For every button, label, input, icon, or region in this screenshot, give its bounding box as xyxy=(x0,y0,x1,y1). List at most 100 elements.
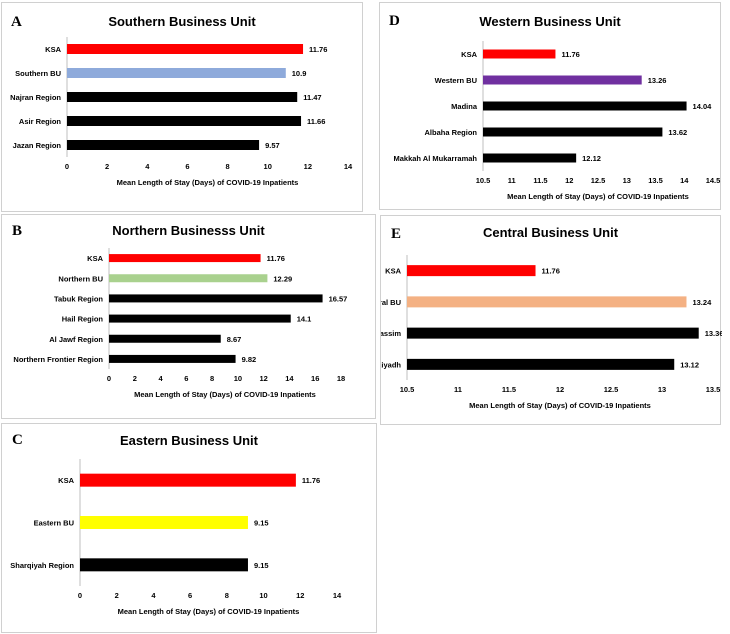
x-tick-label: 2 xyxy=(105,162,109,171)
category-label: Northern Frontier Region xyxy=(13,355,103,364)
panel-letter: B xyxy=(12,223,23,239)
data-label: 16.57 xyxy=(329,294,348,303)
data-label: 13.36 xyxy=(705,329,722,338)
category-label: Eastern BU xyxy=(34,519,74,528)
data-label: 10.9 xyxy=(292,69,307,78)
category-label: Makkah Al Mukarramah xyxy=(393,154,477,163)
category-label: Najran Region xyxy=(10,93,61,102)
x-tick-label: 6 xyxy=(184,374,188,383)
x-tick-label: 8 xyxy=(210,374,214,383)
x-tick-label: 10.5 xyxy=(476,176,491,185)
x-tick-label: 8 xyxy=(225,591,229,600)
chart-panel-eastern: C Eastern Business Unit KSA 11.76 Eastern … xyxy=(1,423,377,633)
bar xyxy=(67,140,260,150)
category-label: Qassim xyxy=(381,329,401,338)
bar xyxy=(80,473,296,487)
x-tick-label: 16 xyxy=(311,374,319,383)
x-tick-label: 4 xyxy=(151,591,156,600)
bar xyxy=(109,294,323,303)
chart-title: Eastern Business Unit xyxy=(120,433,258,448)
x-tick-label: 12.5 xyxy=(591,176,606,185)
chart-panel-central: E Central Business Unit KSA 11.76 Central … xyxy=(380,215,722,425)
bar xyxy=(109,274,268,283)
x-axis-title: Mean Length of Stay (Days) of COVID-19 I… xyxy=(117,178,299,187)
bar xyxy=(109,314,291,323)
bar xyxy=(483,75,642,85)
bar xyxy=(67,44,304,54)
bar xyxy=(109,254,261,263)
x-axis-title: Mean Length of Stay (Days) of COVID-19 I… xyxy=(469,401,651,410)
x-tick-label: 12 xyxy=(259,374,267,383)
x-tick-label: 13 xyxy=(658,385,666,394)
x-tick-label: 14 xyxy=(333,591,342,600)
x-tick-label: 14 xyxy=(285,374,294,383)
category-label: Hail Region xyxy=(62,315,104,324)
data-label: 9.15 xyxy=(254,519,269,528)
panel-letter: E xyxy=(391,226,402,242)
data-label: 11.76 xyxy=(561,50,579,59)
x-tick-label: 18 xyxy=(337,374,345,383)
bar-chart: KSA 11.76 Central BU 13.24 Qassim 13.36 Riyadh… xyxy=(381,255,722,410)
x-tick-label: 14.5 xyxy=(706,176,721,185)
data-label: 14.04 xyxy=(693,102,713,111)
chart-panel-southern: A Southern Business Unit KSA 11.76 Souther… xyxy=(1,2,363,212)
x-tick-label: 12 xyxy=(304,162,312,171)
x-tick-label: 0 xyxy=(78,591,82,600)
category-label: KSA xyxy=(385,267,401,276)
data-label: 12.12 xyxy=(582,154,601,163)
bar xyxy=(80,558,248,572)
data-label: 13.24 xyxy=(692,298,712,307)
x-tick-label: 4 xyxy=(158,374,163,383)
bar xyxy=(483,101,687,111)
x-tick-label: 0 xyxy=(65,162,69,171)
x-tick-label: 11.5 xyxy=(502,385,516,394)
data-label: 9.82 xyxy=(242,355,257,364)
category-label: KSA xyxy=(45,45,61,54)
x-tick-label: 6 xyxy=(188,591,192,600)
data-label: 11.66 xyxy=(307,117,325,126)
bar xyxy=(67,116,302,126)
chart-title: Northern Businesss Unit xyxy=(112,223,265,238)
chart-title: Southern Business Unit xyxy=(108,14,256,29)
x-axis-title: Mean Length of Stay (Days) of COVID-19 I… xyxy=(118,607,300,616)
category-label: KSA xyxy=(87,254,103,263)
data-label: 13.62 xyxy=(668,128,687,137)
category-label: Al Jawf Region xyxy=(49,335,103,344)
data-label: 9.57 xyxy=(265,141,280,150)
panel-letter: A xyxy=(11,14,22,30)
category-label: Riyadh xyxy=(381,360,401,369)
bar-chart: KSA 11.76 Northern BU 12.29 Tabuk Region 16.5… xyxy=(13,248,348,399)
category-label: Central BU xyxy=(381,298,401,307)
x-tick-label: 10.5 xyxy=(400,385,415,394)
panel-letter: D xyxy=(389,13,400,29)
category-label: KSA xyxy=(58,476,74,485)
category-label: Southern BU xyxy=(15,69,61,78)
data-label: 14.1 xyxy=(297,315,312,324)
chart-title: Central Business Unit xyxy=(482,225,619,240)
x-tick-label: 6 xyxy=(185,162,189,171)
data-label: 8.67 xyxy=(227,335,242,344)
x-axis-title: Mean Length of Stay (Days) of COVID-19 I… xyxy=(507,192,689,201)
x-tick-label: 2 xyxy=(133,374,137,383)
x-tick-label: 12 xyxy=(556,385,564,394)
bar xyxy=(80,516,248,529)
bar xyxy=(67,68,286,78)
category-label: Tabuk Region xyxy=(54,294,103,303)
x-tick-label: 12 xyxy=(565,176,573,185)
data-label: 11.76 xyxy=(309,45,327,54)
chart-panel-northern: B Northern Businesss Unit KSA 11.76 Northe… xyxy=(1,214,376,419)
bar xyxy=(483,153,577,163)
x-tick-label: 10 xyxy=(259,591,267,600)
category-label: Sharqiyah Region xyxy=(10,561,74,570)
bar xyxy=(407,265,536,277)
x-tick-label: 13.5 xyxy=(706,385,721,394)
x-tick-label: 10 xyxy=(264,162,272,171)
x-tick-label: 11.5 xyxy=(533,176,547,185)
category-label: Western BU xyxy=(435,76,477,85)
x-tick-label: 12.5 xyxy=(604,385,619,394)
data-label: 11.76 xyxy=(302,476,320,485)
x-tick-label: 14 xyxy=(344,162,353,171)
bar xyxy=(67,92,298,102)
category-label: Albaha Region xyxy=(424,128,477,137)
x-tick-label: 4 xyxy=(145,162,150,171)
